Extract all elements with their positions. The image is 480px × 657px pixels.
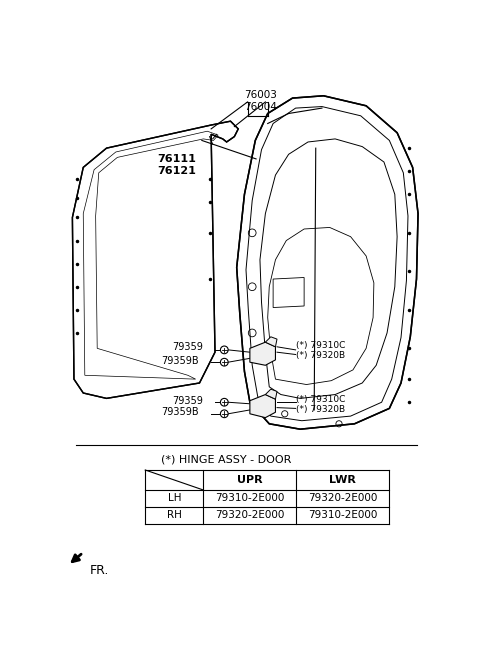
Text: 76111
76121: 76111 76121 xyxy=(157,154,196,176)
Polygon shape xyxy=(237,96,418,429)
Text: 79310-2E000: 79310-2E000 xyxy=(215,493,285,503)
Text: LH: LH xyxy=(168,493,181,503)
Text: 79359B: 79359B xyxy=(161,357,198,367)
Circle shape xyxy=(220,398,228,406)
Polygon shape xyxy=(250,342,276,365)
Text: UPR: UPR xyxy=(237,475,263,485)
Text: 79359: 79359 xyxy=(172,342,203,351)
Text: (*) HINGE ASSY - DOOR: (*) HINGE ASSY - DOOR xyxy=(161,455,291,464)
Polygon shape xyxy=(265,337,277,347)
Circle shape xyxy=(220,358,228,366)
Text: RH: RH xyxy=(167,510,182,520)
Polygon shape xyxy=(250,395,276,418)
Text: 79359B: 79359B xyxy=(161,407,198,417)
Text: 79359: 79359 xyxy=(172,396,203,406)
Text: (*) 79310C
(*) 79320B: (*) 79310C (*) 79320B xyxy=(296,395,346,414)
Circle shape xyxy=(220,410,228,418)
Text: 79310-2E000: 79310-2E000 xyxy=(308,510,378,520)
Text: (*) 79310C
(*) 79320B: (*) 79310C (*) 79320B xyxy=(296,340,346,360)
Text: LWR: LWR xyxy=(329,475,356,485)
Polygon shape xyxy=(265,389,277,399)
Polygon shape xyxy=(72,121,238,398)
Text: FR.: FR. xyxy=(89,564,109,577)
Text: 79320-2E000: 79320-2E000 xyxy=(308,493,378,503)
Text: 76003
76004: 76003 76004 xyxy=(244,91,276,112)
Text: 79320-2E000: 79320-2E000 xyxy=(215,510,285,520)
Circle shape xyxy=(220,346,228,353)
